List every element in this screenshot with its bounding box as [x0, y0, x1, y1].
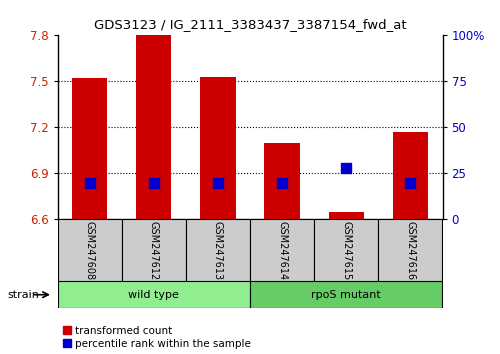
- Text: GSM247616: GSM247616: [406, 221, 415, 280]
- Text: GSM247612: GSM247612: [149, 221, 159, 281]
- Point: [150, 180, 158, 185]
- Bar: [72, 78, 107, 219]
- Text: rpoS mutant: rpoS mutant: [312, 290, 381, 300]
- Bar: [314, 219, 378, 281]
- Point: [214, 180, 222, 185]
- Bar: [378, 219, 442, 281]
- Text: GSM247608: GSM247608: [84, 221, 94, 280]
- Text: GSM247613: GSM247613: [213, 221, 223, 280]
- Legend: transformed count, percentile rank within the sample: transformed count, percentile rank withi…: [62, 326, 251, 349]
- Text: GSM247615: GSM247615: [341, 221, 351, 281]
- Bar: [250, 219, 314, 281]
- Bar: [328, 212, 364, 219]
- Bar: [58, 219, 122, 281]
- Point: [86, 180, 94, 185]
- Point: [342, 165, 350, 171]
- Text: GSM247614: GSM247614: [277, 221, 287, 280]
- Bar: [200, 77, 235, 219]
- Text: strain: strain: [8, 290, 40, 300]
- Bar: [264, 143, 300, 219]
- Bar: [250, 281, 442, 308]
- Bar: [186, 219, 250, 281]
- Point: [278, 180, 286, 185]
- Title: GDS3123 / IG_2111_3383437_3387154_fwd_at: GDS3123 / IG_2111_3383437_3387154_fwd_at: [94, 18, 406, 32]
- Bar: [393, 132, 428, 219]
- Text: wild type: wild type: [128, 290, 179, 300]
- Point: [406, 180, 414, 185]
- Bar: [136, 35, 172, 219]
- Bar: [58, 281, 250, 308]
- Bar: [122, 219, 186, 281]
